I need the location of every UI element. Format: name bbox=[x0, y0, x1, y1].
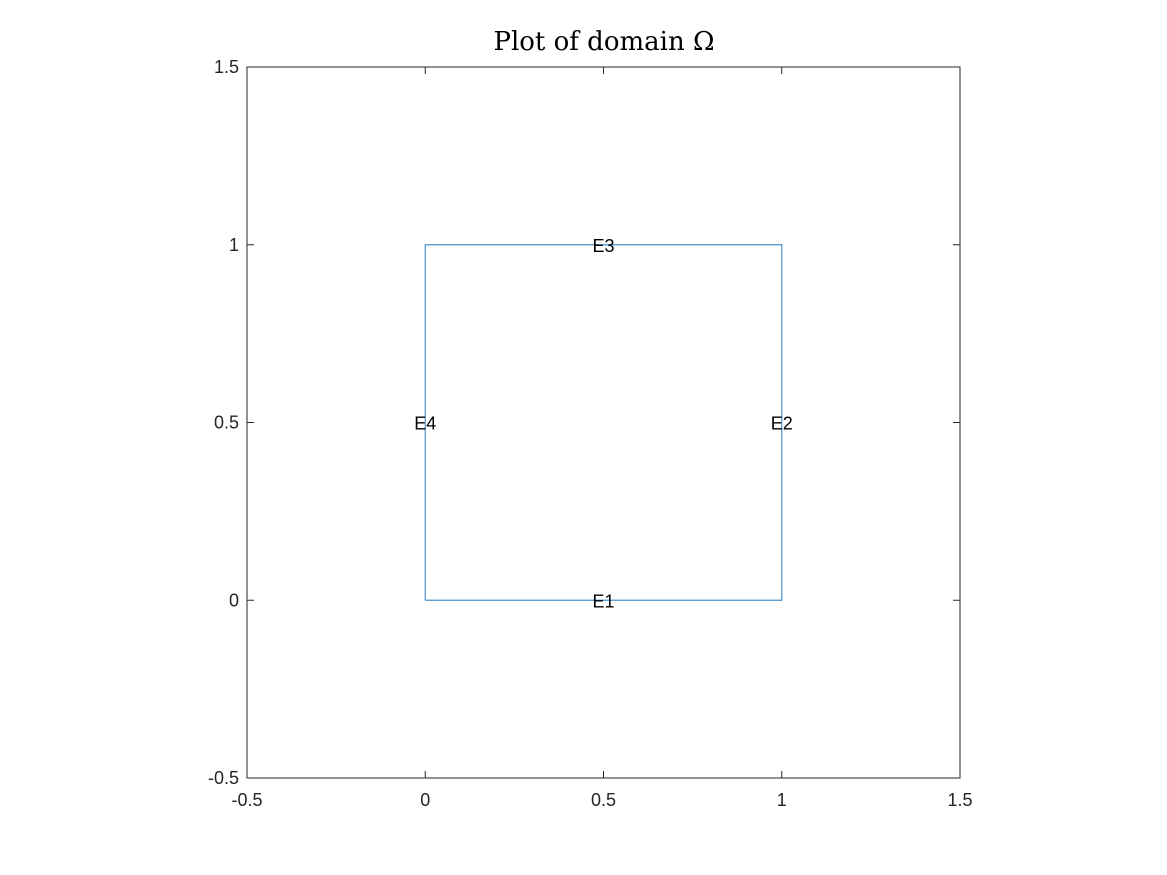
x-tick-label: 1.5 bbox=[947, 790, 972, 810]
y-tick-label: 1.5 bbox=[214, 57, 239, 77]
series-layer bbox=[424, 244, 783, 601]
y-tick-label: 0.5 bbox=[214, 413, 239, 433]
x-tick-label: 0.5 bbox=[591, 790, 616, 810]
y-tick-label: 1 bbox=[229, 235, 239, 255]
x-tick-label: -0.5 bbox=[231, 790, 262, 810]
y-tick-label: 0 bbox=[229, 590, 239, 610]
edge-labels: E1 E2 E3 E4 bbox=[414, 236, 793, 612]
edge-label-e3: E3 bbox=[592, 236, 614, 256]
x-tick-label: 1 bbox=[777, 790, 787, 810]
y-tick-label: -0.5 bbox=[208, 768, 239, 788]
domain-boundary-line bbox=[424, 244, 783, 601]
edge-label-e1: E1 bbox=[592, 591, 614, 611]
x-tick-label: 0 bbox=[420, 790, 430, 810]
chart-title: Plot of domain Ω bbox=[493, 27, 714, 57]
edge-label-e4: E4 bbox=[414, 414, 436, 434]
axes: -0.5 0 0.5 1 1.5 -0.5 0 0.5 1 1.5 bbox=[208, 57, 973, 810]
edge-label-e2: E2 bbox=[771, 414, 793, 434]
